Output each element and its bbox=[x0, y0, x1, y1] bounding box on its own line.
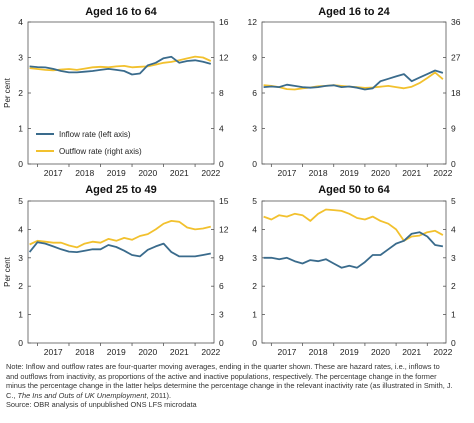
panel-1-ytick-right-label: 0 bbox=[219, 159, 224, 169]
panel-4-title: Aged 50 to 64 bbox=[318, 184, 390, 196]
panel-3-title: Aged 25 to 49 bbox=[85, 184, 157, 196]
panel-3-ytick-right-label: 3 bbox=[219, 310, 224, 320]
panel-2-ytick-left-label: 12 bbox=[248, 17, 258, 27]
panel-1-ytick-right-label: 8 bbox=[219, 88, 224, 98]
panel-2-ytick-left-label: 0 bbox=[252, 159, 257, 169]
panel-1-ylabel: Per cent bbox=[3, 77, 12, 108]
panel-4-frame bbox=[261, 200, 447, 344]
panel-3-ytick-left-label: 5 bbox=[18, 196, 23, 206]
note-line-4: C., The Ins and Outs of UK Unemployment,… bbox=[6, 391, 468, 401]
panel-1-ytick-right-label: 4 bbox=[219, 124, 224, 134]
panel-3-ytick-right-label: 0 bbox=[219, 338, 224, 348]
panel-2-xtick-label: 2020 bbox=[371, 168, 390, 178]
panel-2-ytick-left-label: 3 bbox=[252, 124, 257, 134]
panel-1-xtick-label: 2022 bbox=[201, 168, 220, 178]
panel-2-ytick-right-label: 36 bbox=[451, 17, 461, 27]
panel-3-ytick-right-label: 12 bbox=[219, 224, 229, 234]
panel-4-xtick-label: 2017 bbox=[277, 347, 296, 357]
panel-4-xtick-label: 2018 bbox=[309, 347, 328, 357]
panel-4-ytick-left-label: 0 bbox=[252, 338, 257, 348]
panel-2-xtick-label: 2018 bbox=[309, 168, 328, 178]
panel-1-ytick-right-label: 12 bbox=[219, 53, 229, 63]
panel-4-xtick-label: 2022 bbox=[433, 347, 452, 357]
panel-1-ytick-right-label: 16 bbox=[219, 17, 229, 27]
source-line: Source: OBR analysis of unpublished ONS … bbox=[6, 400, 197, 410]
panel-4-inflow-line bbox=[263, 231, 444, 269]
panel-2-ytick-right-label: 0 bbox=[451, 159, 456, 169]
panel-1-title: Aged 16 to 64 bbox=[85, 6, 157, 18]
panel-4-ytick-left-label: 2 bbox=[252, 281, 257, 291]
panel-4-ytick-right-label: 1 bbox=[451, 310, 456, 320]
note-line-1: Note: Inflow and outflow rates are four-… bbox=[6, 362, 440, 371]
panel-4-ytick-left-label: 5 bbox=[252, 196, 257, 206]
note-line-2: and outflows from inactivity, as proport… bbox=[6, 371, 437, 381]
note-line-4-post: , 2011). bbox=[146, 390, 172, 400]
panel-2-xtick-label: 2019 bbox=[340, 168, 359, 178]
panel-2-ytick-right-label: 9 bbox=[451, 124, 456, 134]
panel-1-ytick-left-label: 2 bbox=[18, 88, 23, 98]
panel-3-ytick-left-label: 1 bbox=[18, 310, 23, 320]
panel-1-ytick-left-label: 3 bbox=[18, 53, 23, 63]
panel-4-ytick-left-label: 4 bbox=[252, 224, 257, 234]
panel-3-frame bbox=[27, 200, 215, 344]
panel-4-ytick-right-label: 3 bbox=[451, 253, 456, 263]
panel-1-outflow-line bbox=[29, 55, 212, 72]
panel-3-ytick-left-label: 4 bbox=[18, 224, 23, 234]
panel-4-ytick-right-label: 4 bbox=[451, 224, 456, 234]
panel-2-xtick-label: 2017 bbox=[277, 168, 296, 178]
panel-4-ytick-left-label: 3 bbox=[252, 253, 257, 263]
panel-3-outflow-line bbox=[29, 219, 212, 249]
panel-1-xtick-label: 2017 bbox=[44, 168, 63, 178]
panel-2-ytick-left-label: 9 bbox=[252, 53, 257, 63]
panel-4-ytick-right-label: 0 bbox=[451, 338, 456, 348]
panel-3-xtick-label: 2022 bbox=[201, 347, 220, 357]
panel-2-xtick-label: 2022 bbox=[433, 168, 452, 178]
note-cited-title: The Ins and Outs of UK Unemployment bbox=[17, 390, 147, 400]
panel-3-inflow-line bbox=[28, 241, 211, 258]
panel-3-xtick-label: 2018 bbox=[75, 347, 94, 357]
panel-3-ytick-left-label: 0 bbox=[18, 338, 23, 348]
panel-4-outflow-line bbox=[263, 208, 444, 242]
panel-1-inflow-line bbox=[29, 55, 212, 76]
panel-2-title: Aged 16 to 24 bbox=[318, 6, 390, 18]
panel-4-xtick-label: 2020 bbox=[371, 347, 390, 357]
legend-label-inflow: Inflow rate (left axis) bbox=[59, 130, 131, 139]
panel-2-xtick-label: 2021 bbox=[402, 168, 421, 178]
panel-1-xtick-label: 2021 bbox=[170, 168, 189, 178]
panel-1-frame bbox=[27, 21, 215, 165]
panel-1-xtick-label: 2020 bbox=[138, 168, 157, 178]
note-block: Note: Inflow and outflow rates are four-… bbox=[6, 362, 468, 410]
panel-3-xtick-label: 2020 bbox=[138, 347, 157, 357]
panel-2-ytick-right-label: 27 bbox=[451, 53, 461, 63]
legend-label-outflow: Outflow rate (right axis) bbox=[59, 147, 142, 156]
panel-1-ytick-left-label: 4 bbox=[18, 17, 23, 27]
panel-2-frame bbox=[261, 21, 447, 165]
note-line-4-pre: C., bbox=[6, 390, 18, 400]
panel-3-ytick-right-label: 15 bbox=[219, 196, 229, 206]
panel-3-ylabel: Per cent bbox=[3, 256, 12, 287]
panel-3-xtick-label: 2021 bbox=[170, 347, 189, 357]
panel-3-ytick-left-label: 2 bbox=[18, 281, 23, 291]
panel-3-ytick-left-label: 3 bbox=[18, 253, 23, 263]
panel-3-xtick-label: 2017 bbox=[44, 347, 63, 357]
panel-1-xtick-label: 2019 bbox=[107, 168, 126, 178]
panel-1-xtick-label: 2018 bbox=[75, 168, 94, 178]
panel-4-xtick-label: 2021 bbox=[402, 347, 421, 357]
note-line-3: minus the percentage change in the latte… bbox=[6, 381, 453, 391]
panel-4-xtick-label: 2019 bbox=[340, 347, 359, 357]
panel-3-ytick-right-label: 9 bbox=[219, 253, 224, 263]
panel-1-ytick-left-label: 1 bbox=[18, 124, 23, 134]
panel-2-ytick-left-label: 6 bbox=[252, 88, 257, 98]
panel-4-ytick-right-label: 2 bbox=[451, 281, 456, 291]
panel-3-ytick-right-label: 6 bbox=[219, 281, 224, 291]
panel-2-inflow-line bbox=[263, 69, 444, 91]
panel-4-ytick-right-label: 5 bbox=[451, 196, 456, 206]
panel-1-ytick-left-label: 0 bbox=[18, 159, 23, 169]
panel-3-xtick-label: 2019 bbox=[107, 347, 126, 357]
panel-4-ytick-left-label: 1 bbox=[252, 310, 257, 320]
panel-2-ytick-right-label: 18 bbox=[451, 88, 461, 98]
